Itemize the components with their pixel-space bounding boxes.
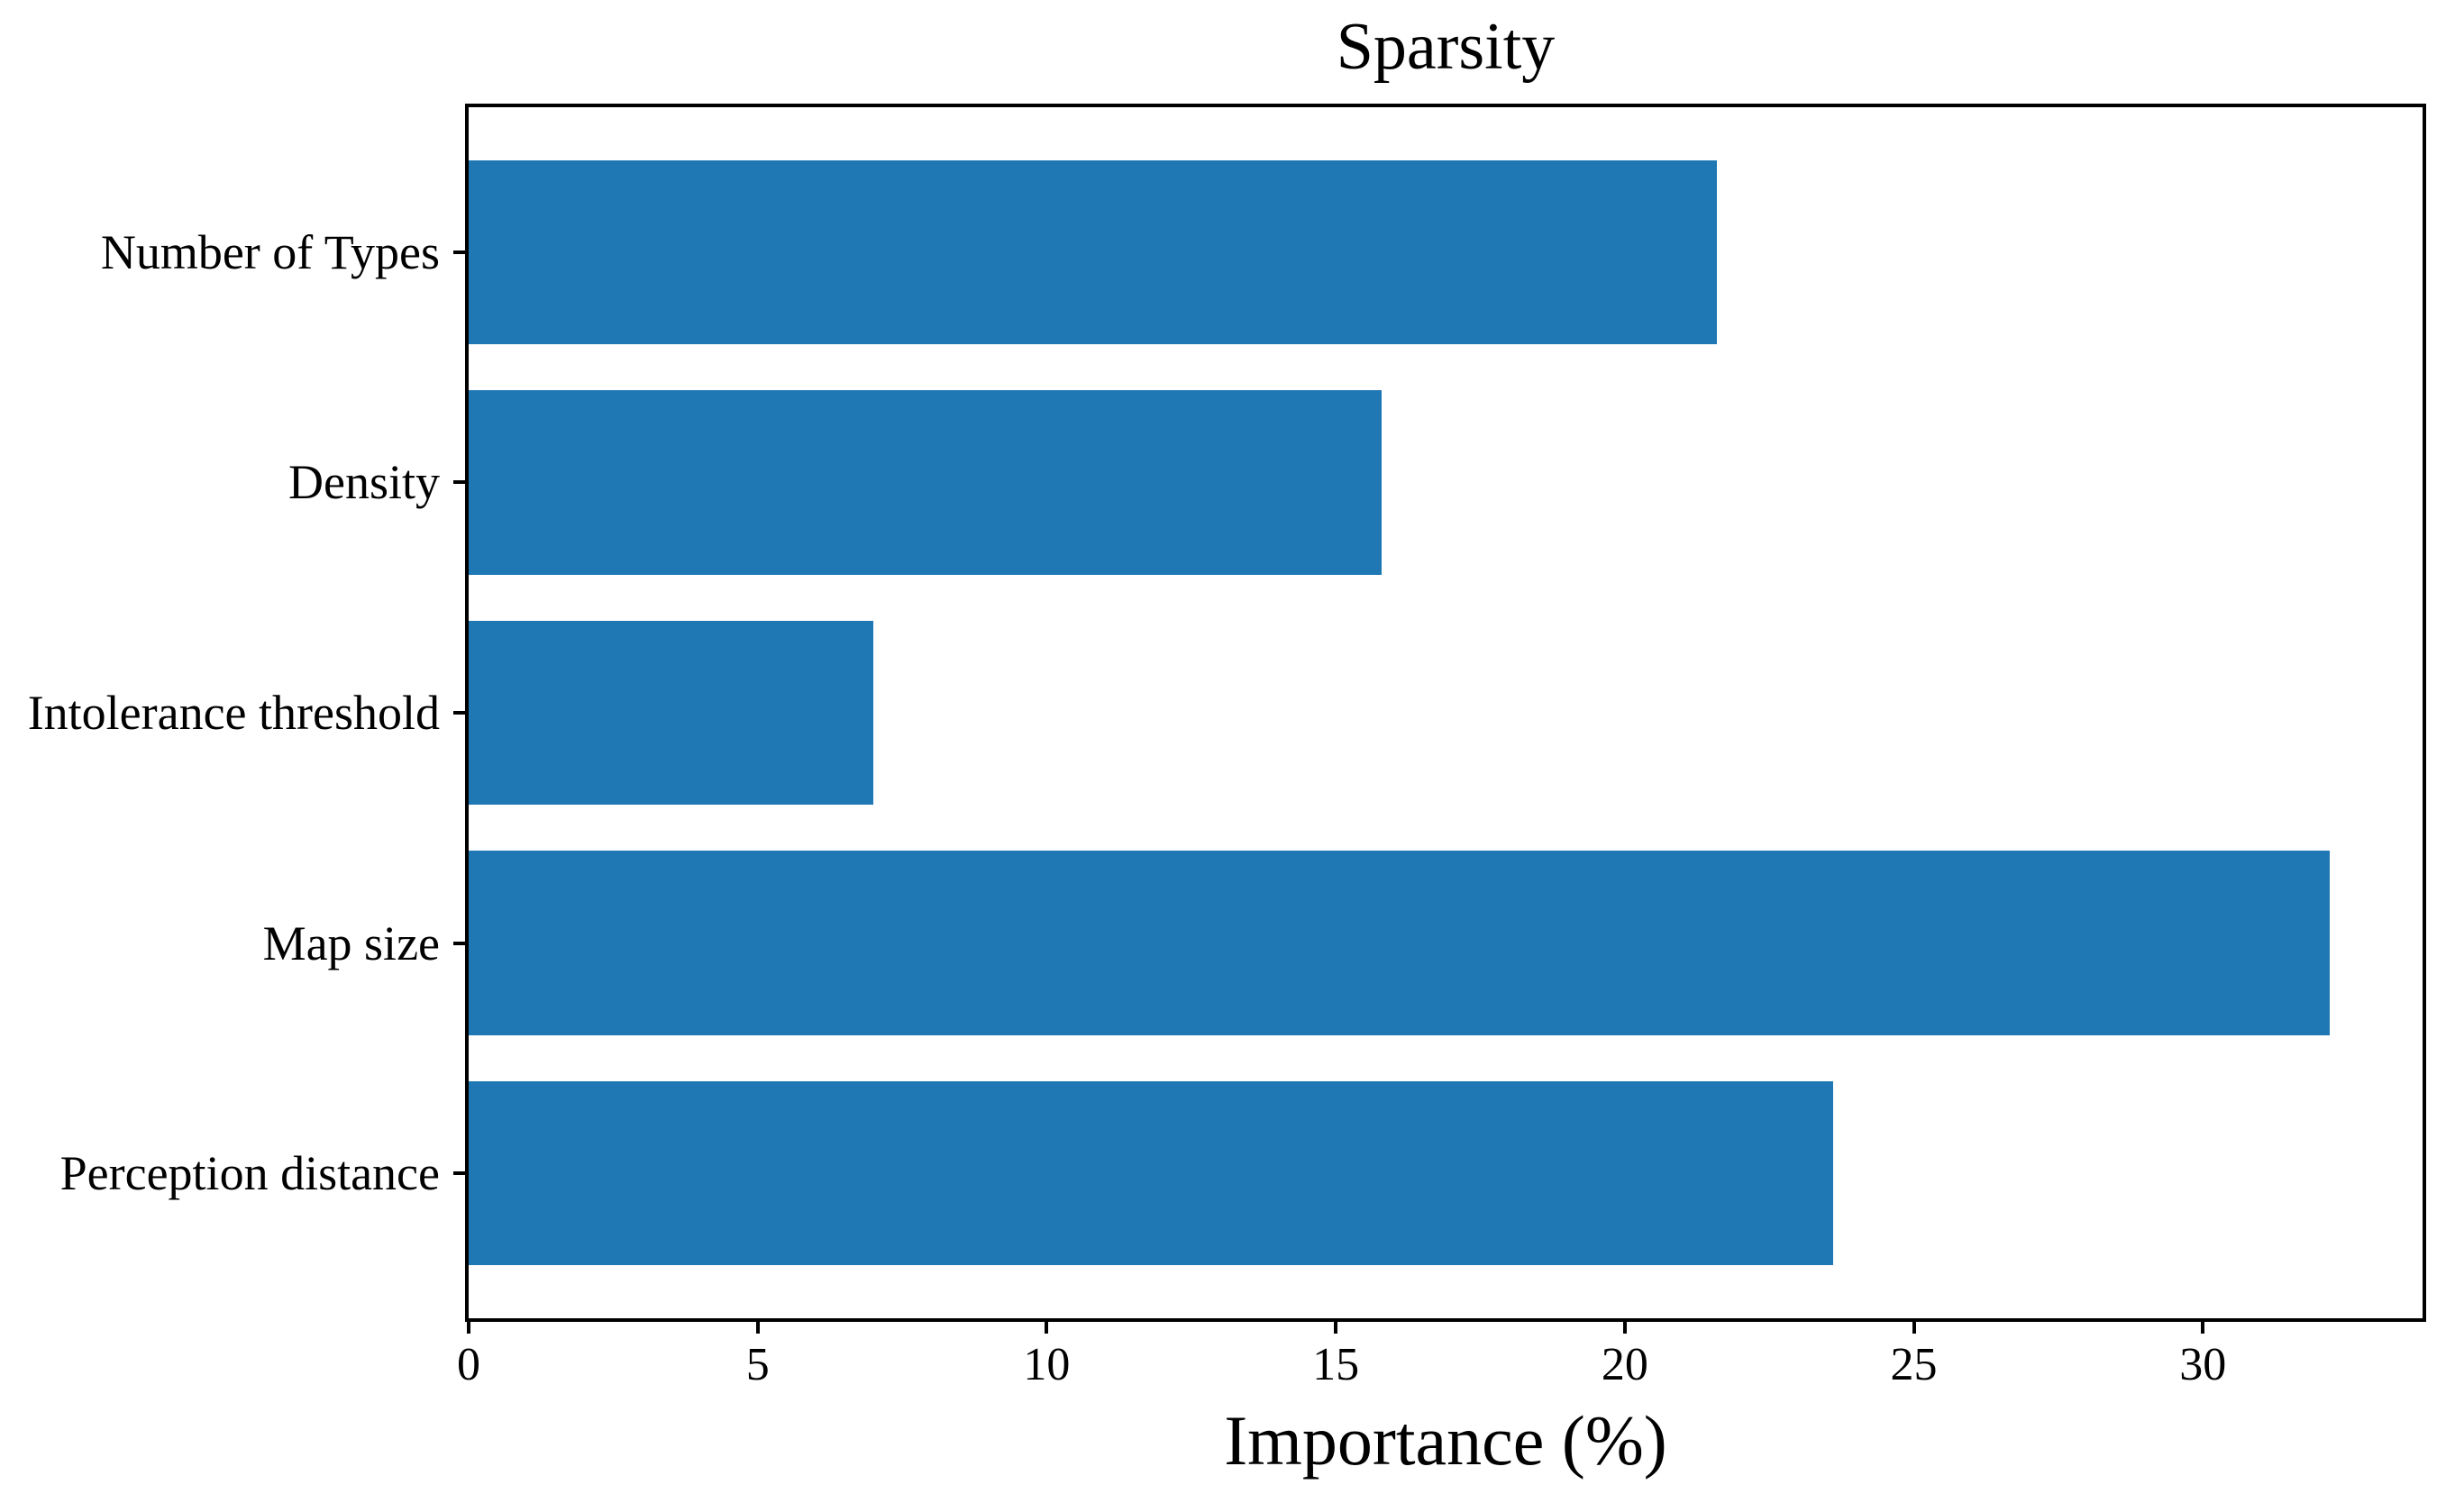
bar-density — [469, 390, 1383, 575]
y-tick-label-density: Density — [288, 455, 440, 510]
y-tick-mark-perception-distance — [453, 1171, 469, 1176]
plot-area: Number of Types Density Intolerance thresh… — [28, 104, 2426, 1389]
chart-title: Sparsity — [1336, 10, 1556, 84]
bar-perception-distance — [469, 1080, 1833, 1266]
x-tick-mark-5 — [755, 1318, 760, 1334]
y-tick-mark-intolerance-threshold — [453, 711, 469, 715]
x-tick-label-20: 20 — [1601, 1339, 1648, 1390]
x-tick-label-10: 10 — [1023, 1339, 1071, 1390]
x-tick-label-30: 30 — [2179, 1339, 2227, 1390]
y-tick-label-perception-distance: Perception distance — [59, 1146, 440, 1201]
x-tick-mark-20 — [1622, 1318, 1627, 1334]
y-tick-label-intolerance-threshold: Intolerance threshold — [27, 686, 440, 740]
bar-number-of-types — [469, 159, 1718, 345]
y-tick-mark-density — [453, 480, 469, 485]
x-tick-mark-10 — [1045, 1318, 1049, 1334]
y-tick-label-number-of-types: Number of Types — [100, 224, 440, 279]
x-tick-label-25: 25 — [1890, 1339, 1938, 1390]
x-tick-mark-25 — [1912, 1318, 1916, 1334]
y-tick-mark-number-of-types — [453, 250, 469, 254]
bar-map-size — [469, 851, 2331, 1035]
bar-intolerance-threshold — [469, 620, 873, 806]
x-tick-mark-15 — [1334, 1318, 1338, 1334]
y-tick-mark-map-size — [453, 941, 469, 945]
x-tick-mark-30 — [2201, 1318, 2205, 1334]
x-tick-mark-0 — [467, 1318, 470, 1334]
x-tick-label-0: 0 — [457, 1339, 480, 1390]
x-tick-label-15: 15 — [1312, 1339, 1360, 1390]
y-tick-label-map-size: Map size — [262, 915, 440, 970]
x-tick-label-5: 5 — [745, 1339, 770, 1390]
x-axis-label: Importance (%) — [1224, 1401, 1667, 1480]
